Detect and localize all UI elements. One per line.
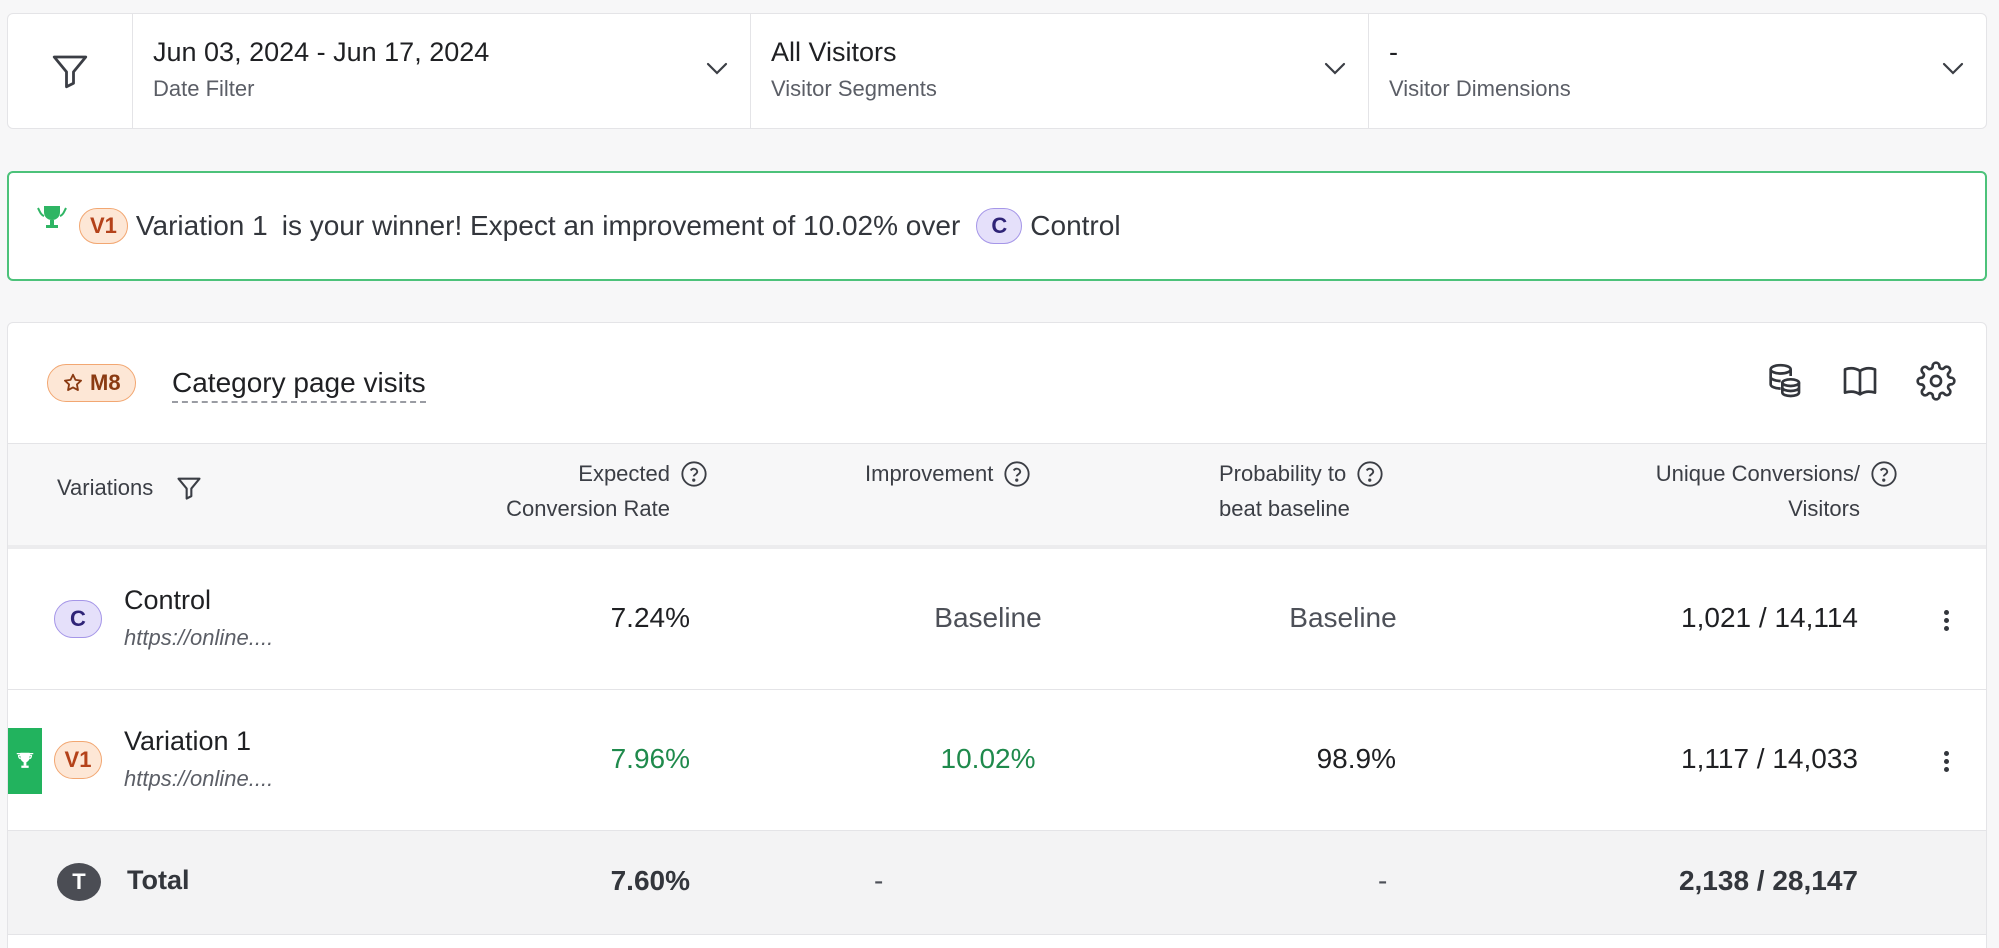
conversions-header-line2: Visitors [1788,496,1860,521]
improvement-header: Improvement [865,460,1031,488]
database-icon[interactable] [1764,361,1804,401]
control-tag: C [54,600,102,638]
total-label: Total [127,865,190,895]
chevron-down-icon [1324,62,1346,75]
total-tag: T [57,863,101,901]
probability-header-line1: Probability to [1219,461,1347,486]
metric-header: M8 Category page visits [8,323,1986,443]
improvement-value: 10.02% [940,743,1036,774]
gear-icon[interactable] [1916,361,1956,401]
row-menu-icon[interactable] [1944,607,1950,634]
winner-name: Variation 1 [135,210,268,241]
segments-value: All Visitors [771,37,897,67]
ecr-header: Expected Conversion Rate [478,460,708,522]
chevron-down-icon [706,62,728,75]
metric-name-link[interactable]: Category page visits [172,367,426,403]
control-tag: C [976,208,1023,244]
book-icon[interactable] [1840,361,1880,401]
filter-bar: Jun 03, 2024 - Jun 17, 2024 Date Filter … [7,13,1987,129]
ecr-header-line2: Conversion Rate [506,496,670,521]
row-menu-icon[interactable] [1944,748,1950,775]
conversions-value: 1,021 / 14,114 [1681,602,1858,633]
metric-actions [1764,361,1956,401]
metric-report-card: M8 Category page visits Variations [7,322,1987,948]
help-circle-icon[interactable] [1356,460,1384,488]
variation-url[interactable]: https://online.... [124,625,274,650]
variations-header-label: Variations [57,475,154,500]
baseline-name: Control [1030,210,1121,241]
ecr-header-line1: Expected [578,461,670,486]
dimensions-value: - [1389,37,1398,67]
help-circle-icon[interactable] [1870,460,1898,488]
table-header: Variations Expected Conversion Rate Impr… [8,443,1986,549]
total-row: T Total 7.60% - - 2,138 / 28,147 [8,831,1986,935]
help-circle-icon[interactable] [1003,460,1031,488]
variations-header: Variations [57,474,203,502]
variation-url[interactable]: https://online.... [124,766,274,791]
conversions-value: 1,117 / 14,033 [1681,743,1858,774]
winner-banner: V1 Variation 1 is your winner! Expect an… [7,171,1987,281]
probability-value: 98.9% [1316,743,1396,774]
variation-tag: V1 [79,208,128,244]
improvement-value: Baseline [934,602,1042,633]
improvement-header-label: Improvement [865,461,994,486]
ecr-value: 7.24% [610,602,690,633]
table-row[interactable]: V1 Variation 1 https://online.... 7.96% … [8,690,1986,831]
segments-label: Visitor Segments [771,76,937,102]
conversions-header: Unique Conversions/ Visitors [1568,460,1898,522]
funnel-icon [52,55,88,89]
ecr-value: 7.96% [610,743,690,774]
metric-tag[interactable]: M8 [47,364,136,402]
probability-header-line2: beat baseline [1219,496,1350,521]
winner-message: is your winner! Expect an improvement of… [281,210,961,241]
table-row[interactable]: C Control https://online.... 7.24% Basel… [8,549,1986,690]
filter-toggle-button[interactable] [8,14,133,128]
trophy-icon [37,206,67,228]
metric-tag-label: M8 [90,370,121,395]
star-icon [64,373,82,391]
chevron-down-icon [1942,62,1964,75]
probability-total: - [1378,865,1388,896]
visitor-segments-dropdown[interactable]: All Visitors Visitor Segments [751,14,1369,128]
date-filter-label: Date Filter [153,76,255,102]
variation-tag: V1 [54,741,102,779]
probability-value: Baseline [1289,602,1397,633]
dimensions-label: Visitor Dimensions [1389,76,1571,102]
winner-indicator [8,728,42,794]
conversions-total: 2,138 / 28,147 [1678,865,1858,896]
variation-name: Control [124,585,212,615]
trophy-icon [16,752,34,768]
date-filter-dropdown[interactable]: Jun 03, 2024 - Jun 17, 2024 Date Filter [133,14,751,128]
probability-header: Probability to beat baseline [1219,460,1384,522]
variation-name: Variation 1 [124,726,252,756]
funnel-icon[interactable] [175,474,203,502]
help-circle-icon[interactable] [680,460,708,488]
conversions-header-line1: Unique Conversions/ [1655,461,1860,486]
ecr-total: 7.60% [610,865,690,896]
visitor-dimensions-dropdown[interactable]: - Visitor Dimensions [1369,14,1986,128]
date-filter-value: Jun 03, 2024 - Jun 17, 2024 [153,37,490,67]
improvement-total: - [874,865,884,896]
